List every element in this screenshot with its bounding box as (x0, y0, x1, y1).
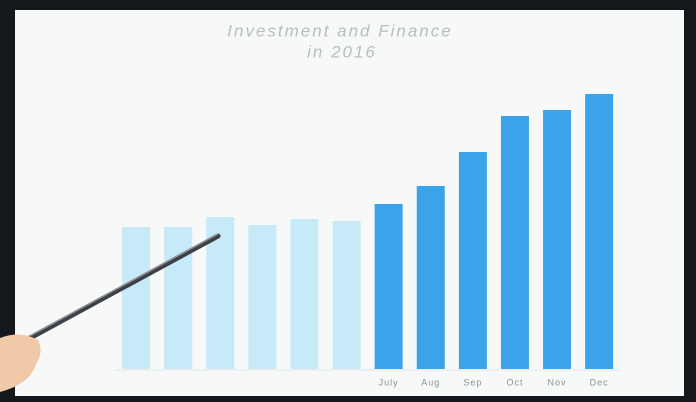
bar (458, 152, 487, 369)
pointer (0, 233, 221, 392)
x-tick-label: July (379, 377, 399, 387)
bar (585, 94, 614, 369)
bar (543, 110, 572, 369)
hand (0, 334, 41, 392)
chart-subtitle: in 2016 (307, 42, 377, 61)
x-tick-label: Dec (590, 377, 609, 387)
bar (500, 116, 529, 369)
pointer-highlight (29, 233, 219, 337)
x-tick-label: Oct (506, 377, 523, 387)
bar (374, 204, 403, 369)
bar (332, 221, 361, 369)
chart-title: Investment and Finance (227, 21, 452, 40)
x-tick-label: Nov (548, 377, 567, 387)
x-tick-label: Aug (421, 377, 440, 387)
bar (290, 219, 319, 369)
bar (416, 186, 445, 369)
bar (248, 225, 277, 369)
bars: July Aug Sep Oct Nov Dec (122, 94, 614, 387)
bar (122, 227, 151, 369)
pointer-stick (27, 233, 221, 341)
bar (164, 227, 193, 369)
x-tick-label: Sep (463, 377, 482, 387)
